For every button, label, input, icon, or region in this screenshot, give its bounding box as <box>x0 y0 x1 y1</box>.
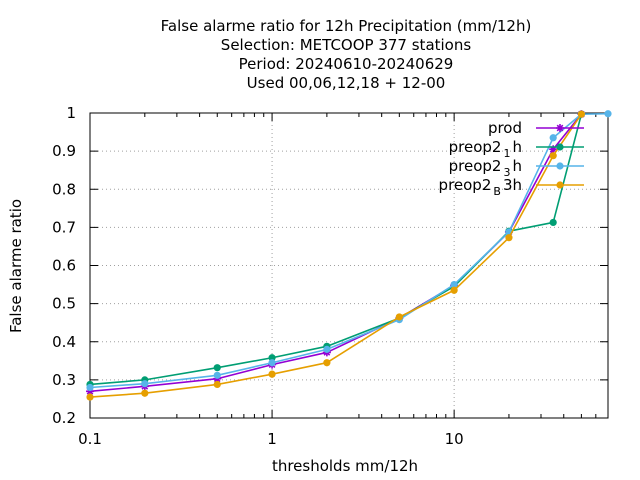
legend-item: preop2 B 3h <box>439 176 584 198</box>
series-line <box>89 113 583 386</box>
series-line <box>89 112 609 389</box>
title-line: Used 00,06,12,18 + 12-00 <box>247 74 446 92</box>
x-tick-label: 1 <box>267 430 277 448</box>
data-point <box>556 181 564 189</box>
y-tick-label: 0.3 <box>52 371 76 389</box>
legend-item: preop2 1 h <box>449 138 584 160</box>
y-tick-label: 0.5 <box>52 295 76 313</box>
data-point <box>268 354 276 362</box>
data-point <box>395 313 403 321</box>
series-3 <box>86 110 585 401</box>
data-point <box>556 143 564 151</box>
data-point <box>577 110 585 118</box>
data-point <box>450 280 458 289</box>
data-point <box>268 370 276 378</box>
title-line: Period: 20240610-20240629 <box>239 55 454 73</box>
series-line <box>89 113 583 398</box>
legend-label: prod <box>488 119 522 137</box>
legend-item: prod <box>488 119 584 137</box>
legend-item: preop2 3 h <box>449 157 584 179</box>
title-line: Selection: METCOOP 377 stations <box>221 36 472 54</box>
data-point <box>86 387 94 396</box>
data-point <box>86 393 94 401</box>
y-tick-label: 0.2 <box>52 409 76 427</box>
data-point <box>604 110 612 118</box>
y-tick-label: 0.7 <box>52 218 76 236</box>
data-point <box>141 380 149 388</box>
series-lines <box>86 110 612 401</box>
legend-label: preop2 B 3h <box>439 176 522 198</box>
legend-label: preop2 3 h <box>449 157 522 179</box>
grid <box>90 113 608 418</box>
data-point <box>549 145 558 154</box>
y-axis-label: False alarme ratio <box>7 199 25 333</box>
data-point <box>549 218 557 227</box>
data-point <box>323 359 331 367</box>
data-point <box>141 389 149 397</box>
series-0 <box>86 110 586 396</box>
data-point <box>86 383 94 392</box>
data-point <box>213 364 221 372</box>
data-point <box>549 152 557 160</box>
data-point <box>213 371 221 379</box>
data-point <box>556 124 564 132</box>
y-tick-label: 0.8 <box>52 180 76 198</box>
x-axis-label: thresholds mm/12h <box>272 457 418 475</box>
data-point <box>268 359 276 367</box>
y-tick-label: 1 <box>66 104 76 122</box>
chart-title: False alarme ratio for 12h Precipitation… <box>161 17 532 92</box>
x-tick-label: 0.1 <box>78 430 102 448</box>
data-point <box>549 134 557 142</box>
legend-label: preop2 1 h <box>449 138 522 160</box>
title-line: False alarme ratio for 12h Precipitation… <box>161 17 532 35</box>
data-point <box>450 286 458 294</box>
x-tick-label: 10 <box>445 430 464 448</box>
data-point <box>556 162 564 170</box>
data-point <box>323 345 331 353</box>
y-tick-label: 0.4 <box>52 333 76 351</box>
data-point <box>505 234 513 242</box>
data-point <box>213 380 221 389</box>
y-tick-label: 0.6 <box>52 257 76 275</box>
axis-ticks: 0.2 0.3 0.4 0.5 0.6 0.7 0.8 0.9 1 0.1 1 10 <box>52 104 608 448</box>
y-tick-label: 0.9 <box>52 142 76 160</box>
